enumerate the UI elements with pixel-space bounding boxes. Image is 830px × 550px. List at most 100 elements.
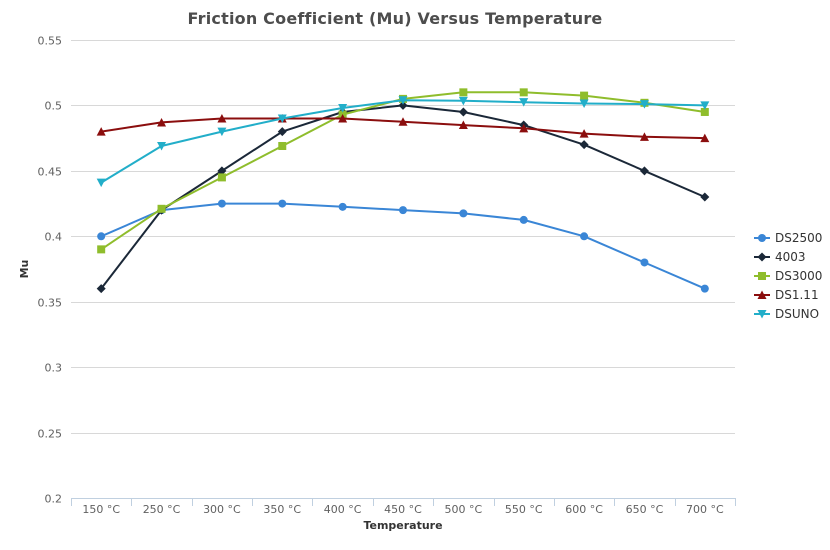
x-tick-label: 550 °C xyxy=(505,503,543,516)
data-point[interactable] xyxy=(277,127,287,137)
data-point[interactable] xyxy=(217,114,227,123)
data-point[interactable] xyxy=(96,178,106,188)
legend-item[interactable]: DS3000 xyxy=(754,269,822,283)
data-point[interactable] xyxy=(157,204,166,213)
legend-label: DS2500 xyxy=(775,231,822,245)
data-point[interactable] xyxy=(580,91,589,100)
data-point[interactable] xyxy=(157,141,167,151)
data-point[interactable] xyxy=(458,107,468,117)
data-point[interactable] xyxy=(519,98,529,107)
legend-item[interactable]: DS2500 xyxy=(754,231,822,245)
y-tick-label: 0.5 xyxy=(45,100,63,113)
data-point[interactable] xyxy=(277,114,287,124)
x-tick-label: 500 °C xyxy=(445,503,483,516)
data-point[interactable] xyxy=(217,173,226,182)
series-line xyxy=(100,202,706,290)
data-point[interactable] xyxy=(700,107,709,116)
y-axis-ticks: 0.2 0.25 0.3 0.35 0.4 0.45 0.5 0.55 xyxy=(38,35,63,506)
legend-label: DSUNO xyxy=(775,307,819,321)
data-point[interactable] xyxy=(639,166,649,176)
data-point[interactable] xyxy=(519,215,528,224)
x-tick-label: 250 °C xyxy=(143,503,181,516)
x-tick-label: 300 °C xyxy=(203,503,241,516)
data-point[interactable] xyxy=(580,232,589,241)
series-line xyxy=(100,99,705,184)
x-axis-title: Temperature xyxy=(363,519,442,532)
legend-marker xyxy=(758,234,766,242)
y-tick-label: 0.35 xyxy=(38,297,63,310)
legend-marker xyxy=(758,272,766,280)
legend-marker xyxy=(757,310,767,319)
x-tick-label: 150 °C xyxy=(82,503,120,516)
chart-title: Friction Coefficient (Mu) Versus Tempera… xyxy=(188,9,603,28)
data-point[interactable] xyxy=(217,199,226,208)
x-tick-label: 450 °C xyxy=(384,503,422,516)
data-point[interactable] xyxy=(217,127,227,137)
x-axis: 150 °C 250 °C 300 °C 350 °C 400 °C 450 °C 500 … xyxy=(71,498,736,516)
legend-marker xyxy=(757,290,767,299)
legend-item[interactable]: DS1.11 xyxy=(754,288,819,302)
x-tick-label: 600 °C xyxy=(565,503,603,516)
series-line xyxy=(100,104,706,290)
series-4003 xyxy=(96,100,710,294)
y-axis-title: Mu xyxy=(18,260,31,279)
data-point[interactable] xyxy=(519,88,528,97)
data-point[interactable] xyxy=(157,117,167,127)
data-point[interactable] xyxy=(96,127,106,136)
legend: DS2500 4003 DS3000 DS1.11 DSUNO xyxy=(754,231,822,321)
data-point[interactable] xyxy=(97,232,106,241)
y-tick-label: 0.25 xyxy=(38,428,63,441)
data-point[interactable] xyxy=(278,199,287,208)
data-point[interactable] xyxy=(579,140,589,150)
y-tick-label: 0.3 xyxy=(45,362,63,375)
grid-lines xyxy=(71,40,735,499)
series-ds2500 xyxy=(97,199,709,293)
data-point[interactable] xyxy=(700,284,709,293)
data-point[interactable] xyxy=(398,117,408,126)
data-point[interactable] xyxy=(96,284,106,294)
data-point[interactable] xyxy=(700,133,710,143)
data-point[interactable] xyxy=(458,96,468,106)
x-tick-label: 350 °C xyxy=(263,503,301,516)
y-tick-label: 0.2 xyxy=(45,493,63,506)
data-point[interactable] xyxy=(639,132,649,141)
legend-item[interactable]: 4003 xyxy=(754,250,806,264)
data-point[interactable] xyxy=(398,100,408,110)
series-ds1-11 xyxy=(96,114,710,143)
legend-label: 4003 xyxy=(775,250,806,264)
data-point[interactable] xyxy=(338,114,348,123)
data-point[interactable] xyxy=(519,123,529,133)
data-point[interactable] xyxy=(700,192,710,202)
series-ds3000 xyxy=(97,88,709,254)
data-point[interactable] xyxy=(700,101,710,110)
data-point[interactable] xyxy=(217,166,227,176)
y-tick-label: 0.55 xyxy=(38,35,63,48)
data-point[interactable] xyxy=(399,206,407,215)
data-point[interactable] xyxy=(639,100,649,109)
data-point[interactable] xyxy=(459,88,468,97)
data-point[interactable] xyxy=(338,202,347,211)
data-point[interactable] xyxy=(278,141,287,150)
data-point[interactable] xyxy=(338,104,348,113)
data-point[interactable] xyxy=(579,129,589,138)
y-tick-label: 0.4 xyxy=(45,231,63,244)
x-tick-label: 650 °C xyxy=(626,503,664,516)
legend-label: DS1.11 xyxy=(775,288,819,302)
data-point[interactable] xyxy=(97,245,106,254)
data-point[interactable] xyxy=(579,99,589,108)
series-dsuno xyxy=(96,96,710,188)
y-tick-label: 0.45 xyxy=(38,166,63,179)
legend-label: DS3000 xyxy=(775,269,822,283)
series-group xyxy=(96,88,710,294)
legend-item[interactable]: DSUNO xyxy=(754,307,819,321)
data-point[interactable] xyxy=(458,120,468,130)
data-point[interactable] xyxy=(459,209,468,218)
data-point[interactable] xyxy=(640,258,649,267)
x-tick-label: 700 °C xyxy=(686,503,724,516)
legend-marker xyxy=(757,252,767,262)
x-tick-label: 400 °C xyxy=(324,503,362,516)
series-line xyxy=(100,91,705,251)
data-point[interactable] xyxy=(398,96,408,105)
